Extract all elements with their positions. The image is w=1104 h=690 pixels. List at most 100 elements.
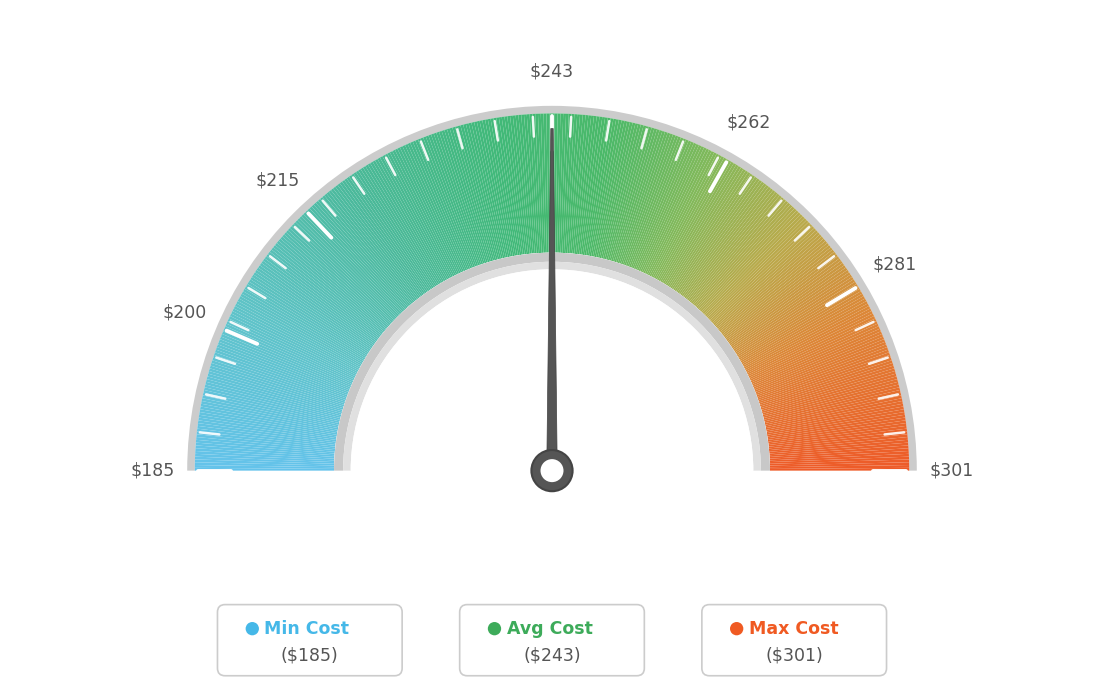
Wedge shape bbox=[705, 216, 805, 317]
Wedge shape bbox=[301, 214, 401, 315]
Wedge shape bbox=[703, 214, 803, 315]
Wedge shape bbox=[229, 316, 355, 378]
Wedge shape bbox=[230, 313, 357, 376]
Wedge shape bbox=[322, 195, 413, 304]
Wedge shape bbox=[206, 376, 342, 415]
Wedge shape bbox=[355, 170, 434, 288]
Wedge shape bbox=[280, 237, 388, 329]
Wedge shape bbox=[612, 127, 651, 262]
Wedge shape bbox=[243, 289, 364, 361]
Wedge shape bbox=[766, 406, 904, 433]
Wedge shape bbox=[320, 197, 412, 305]
Wedge shape bbox=[535, 114, 543, 253]
Wedge shape bbox=[216, 344, 348, 395]
Wedge shape bbox=[769, 465, 910, 469]
Circle shape bbox=[531, 450, 573, 491]
Wedge shape bbox=[195, 448, 335, 459]
Wedge shape bbox=[265, 256, 378, 341]
Text: $262: $262 bbox=[726, 114, 771, 132]
Wedge shape bbox=[294, 222, 395, 320]
Wedge shape bbox=[646, 148, 709, 275]
Text: $215: $215 bbox=[255, 172, 299, 190]
Wedge shape bbox=[510, 115, 528, 254]
Wedge shape bbox=[719, 241, 827, 332]
Wedge shape bbox=[710, 224, 813, 322]
Wedge shape bbox=[331, 188, 418, 299]
Wedge shape bbox=[194, 465, 335, 469]
Wedge shape bbox=[213, 355, 346, 402]
Wedge shape bbox=[428, 135, 478, 266]
Wedge shape bbox=[768, 426, 906, 445]
Wedge shape bbox=[226, 321, 354, 381]
Wedge shape bbox=[202, 395, 339, 426]
Wedge shape bbox=[760, 360, 893, 405]
Wedge shape bbox=[197, 437, 335, 452]
Wedge shape bbox=[255, 270, 372, 350]
Wedge shape bbox=[347, 177, 428, 293]
Wedge shape bbox=[620, 132, 668, 264]
Wedge shape bbox=[231, 311, 357, 375]
Wedge shape bbox=[201, 404, 338, 431]
Wedge shape bbox=[574, 115, 592, 254]
Wedge shape bbox=[724, 252, 836, 338]
Wedge shape bbox=[297, 218, 397, 317]
Wedge shape bbox=[338, 184, 423, 296]
Wedge shape bbox=[684, 187, 771, 298]
Wedge shape bbox=[211, 363, 344, 406]
Wedge shape bbox=[769, 446, 909, 457]
Wedge shape bbox=[644, 146, 704, 273]
Wedge shape bbox=[564, 114, 574, 253]
Wedge shape bbox=[586, 118, 611, 255]
Wedge shape bbox=[739, 286, 860, 359]
Wedge shape bbox=[272, 247, 382, 336]
Wedge shape bbox=[284, 233, 390, 326]
Wedge shape bbox=[565, 114, 577, 253]
Wedge shape bbox=[372, 160, 444, 282]
Wedge shape bbox=[757, 353, 890, 400]
Wedge shape bbox=[767, 412, 905, 437]
Wedge shape bbox=[603, 124, 638, 259]
Wedge shape bbox=[747, 313, 874, 376]
Wedge shape bbox=[241, 294, 362, 364]
Text: $281: $281 bbox=[872, 255, 916, 274]
Wedge shape bbox=[687, 190, 775, 301]
Wedge shape bbox=[488, 119, 514, 256]
Wedge shape bbox=[753, 334, 883, 388]
Wedge shape bbox=[490, 118, 517, 256]
Wedge shape bbox=[613, 128, 655, 262]
Wedge shape bbox=[688, 192, 777, 302]
Wedge shape bbox=[220, 337, 350, 391]
Wedge shape bbox=[349, 175, 429, 291]
Wedge shape bbox=[361, 168, 437, 286]
Wedge shape bbox=[630, 137, 683, 268]
Wedge shape bbox=[742, 296, 866, 366]
Wedge shape bbox=[299, 216, 399, 317]
Wedge shape bbox=[736, 279, 856, 355]
Circle shape bbox=[488, 622, 501, 635]
Text: $200: $200 bbox=[162, 304, 208, 322]
Wedge shape bbox=[277, 241, 385, 332]
Wedge shape bbox=[608, 126, 646, 260]
Wedge shape bbox=[194, 468, 335, 471]
Wedge shape bbox=[195, 454, 335, 462]
Wedge shape bbox=[769, 457, 909, 464]
Wedge shape bbox=[761, 368, 895, 410]
Wedge shape bbox=[765, 395, 902, 426]
Wedge shape bbox=[699, 206, 795, 310]
Wedge shape bbox=[512, 115, 530, 254]
Wedge shape bbox=[202, 398, 339, 428]
Wedge shape bbox=[629, 137, 681, 267]
Wedge shape bbox=[198, 426, 336, 445]
Wedge shape bbox=[444, 129, 488, 263]
Wedge shape bbox=[197, 428, 336, 446]
Wedge shape bbox=[660, 160, 732, 282]
Wedge shape bbox=[761, 366, 894, 408]
Wedge shape bbox=[375, 159, 446, 282]
Wedge shape bbox=[769, 454, 909, 462]
Wedge shape bbox=[752, 326, 880, 384]
Wedge shape bbox=[598, 121, 630, 258]
Wedge shape bbox=[577, 116, 597, 255]
Wedge shape bbox=[667, 168, 743, 286]
Wedge shape bbox=[752, 328, 881, 386]
Wedge shape bbox=[648, 150, 712, 275]
